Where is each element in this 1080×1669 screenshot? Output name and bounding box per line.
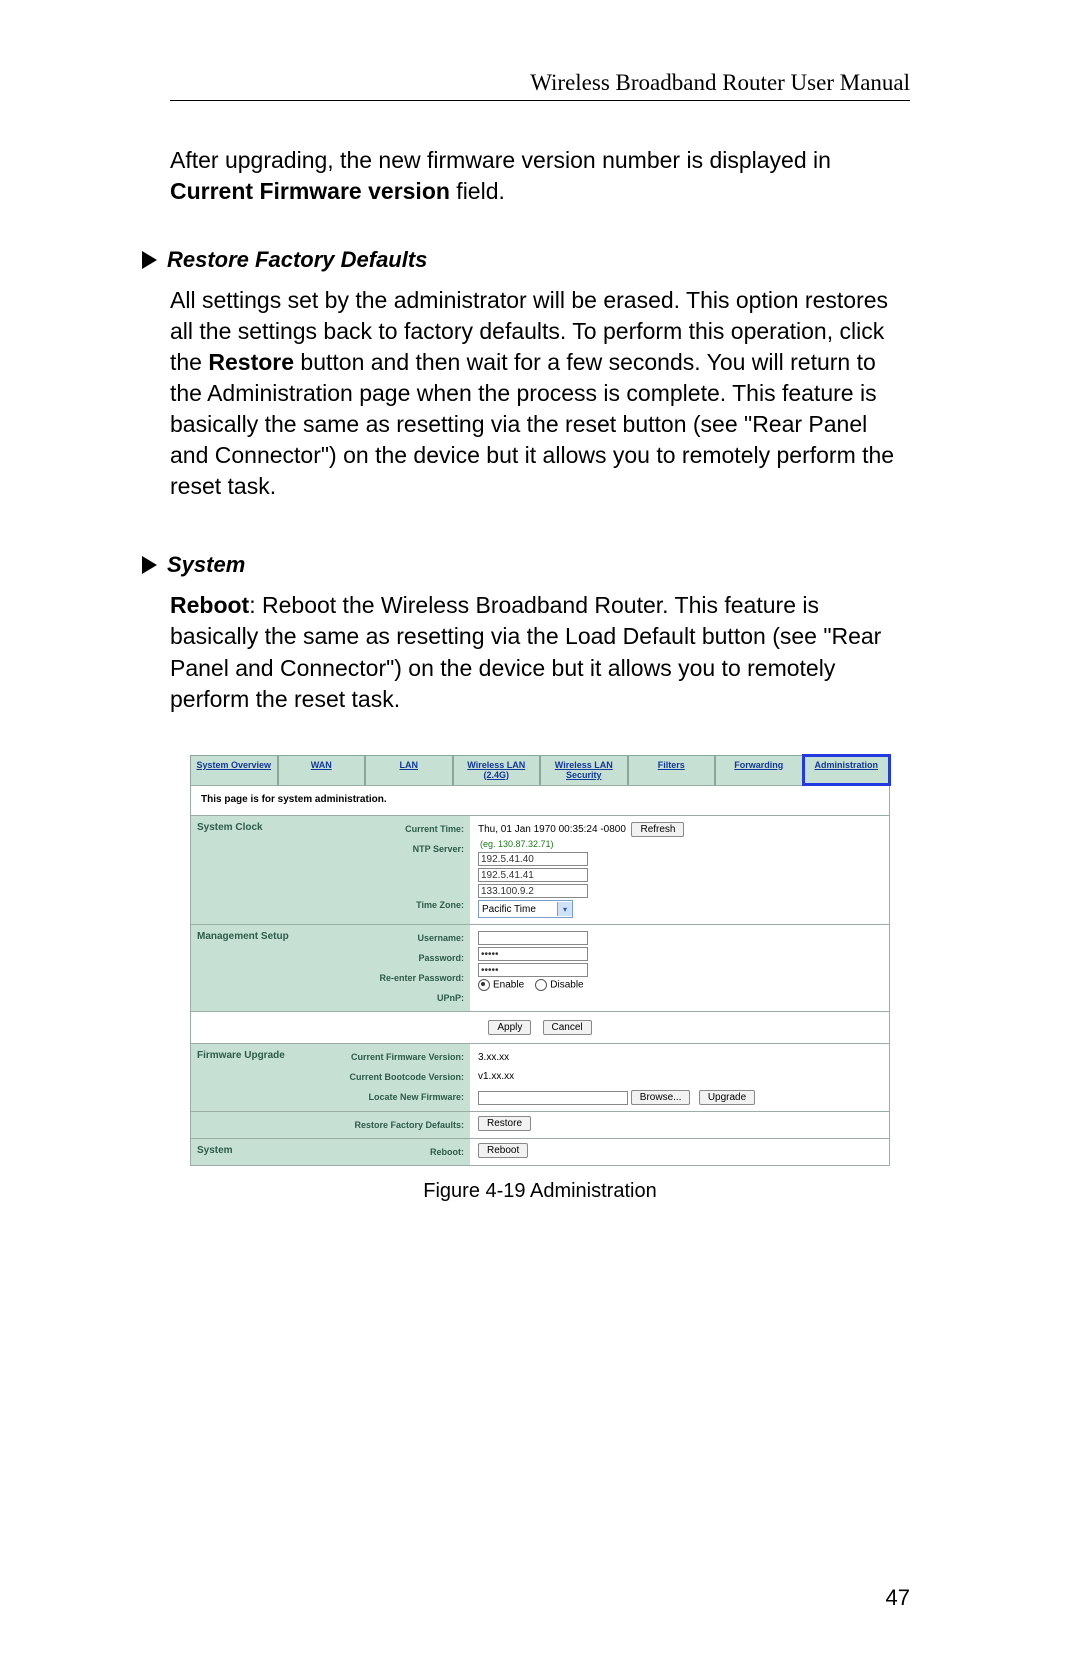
timezone-select[interactable]: Pacific Time ▾ [478, 900, 573, 918]
browse-button[interactable]: Browse... [631, 1090, 691, 1105]
repassword-input[interactable]: ••••• [478, 963, 588, 977]
firmware-path-input[interactable] [478, 1091, 628, 1105]
router-panel: This page is for system administration. … [190, 785, 890, 1166]
upnp-enable-label: Enable [493, 980, 524, 991]
cat-management: Management Setup [191, 925, 303, 1012]
lbl-current-time: Current Time: [309, 824, 464, 834]
reboot-button[interactable]: Reboot [478, 1143, 528, 1158]
cat-system-clock: System Clock [191, 816, 303, 925]
upgrade-button[interactable]: Upgrade [699, 1090, 755, 1105]
timezone-value: Pacific Time [482, 904, 536, 915]
ntp2-input[interactable]: 192.5.41.41 [478, 868, 588, 882]
cancel-button[interactable]: Cancel [543, 1020, 592, 1035]
ntp3-input[interactable]: 133.100.9.2 [478, 884, 588, 898]
lbl-upnp: UPnP: [309, 993, 464, 1003]
mgmt-controls: ••••• ••••• Enable Disable [470, 925, 889, 1012]
tab-system-overview[interactable]: System Overview [190, 755, 278, 786]
lbl-cfv: Current Firmware Version: [309, 1052, 464, 1062]
router-tabs: System Overview WAN LAN Wireless LAN (2.… [190, 755, 890, 786]
figure-caption: Figure 4-19 Administration [170, 1180, 910, 1203]
fw-controls: 3.xx.xx v1.xx.xx Browse... Upgrade [470, 1044, 889, 1112]
panel-note: This page is for system administration. [191, 786, 889, 815]
system-p-bold: Reboot [170, 592, 249, 618]
header-title: Wireless Broadband Router User Manual [170, 70, 910, 101]
mgmt-labels: Username: Password: Re-enter Password: U… [303, 925, 470, 1012]
triangle-icon [142, 556, 157, 574]
restore-heading: Restore Factory Defaults [142, 247, 910, 273]
upnp-disable-label: Disable [550, 980, 583, 991]
cbv-value: v1.xx.xx [478, 1071, 881, 1082]
lbl-locate: Locate New Firmware: [309, 1092, 464, 1102]
tab-lan[interactable]: LAN [365, 755, 453, 786]
reboot-controls: Reboot [470, 1139, 889, 1166]
lbl-repassword: Re-enter Password: [309, 973, 464, 983]
page-number: 47 [886, 1585, 910, 1611]
tab-wireless-lan-security[interactable]: Wireless LAN Security [540, 755, 628, 786]
ntp-hint: (eg. 130.87.32.71) [480, 839, 554, 849]
apply-button[interactable]: Apply [488, 1020, 531, 1035]
system-heading: System [142, 552, 910, 578]
cat-system: System [191, 1139, 303, 1166]
username-input[interactable] [478, 931, 588, 945]
tab-wireless-lan-24g[interactable]: Wireless LAN (2.4G) [453, 755, 541, 786]
chevron-down-icon: ▾ [557, 902, 572, 916]
page: Wireless Broadband Router User Manual Af… [0, 0, 1080, 1669]
intro-paragraph: After upgrading, the new firmware versio… [170, 145, 910, 207]
intro-text-1-end: field. [450, 178, 505, 204]
system-p: : Reboot the Wireless Broadband Router. … [170, 592, 881, 711]
intro-text-1: After upgrading, the new firmware versio… [170, 147, 831, 173]
clock-controls: Thu, 01 Jan 1970 00:35:24 -0800 Refresh … [470, 816, 889, 925]
upnp-disable-radio[interactable] [535, 979, 547, 991]
password-input[interactable]: ••••• [478, 947, 588, 961]
lbl-username: Username: [309, 933, 464, 943]
lbl-cbv: Current Bootcode Version: [309, 1072, 464, 1082]
admin-table: System Clock Current Time: NTP Server: T… [191, 815, 889, 1165]
restore-label-cell: Restore Factory Defaults: [303, 1112, 470, 1139]
apply-cancel-row: Apply Cancel [191, 1012, 889, 1044]
tab-forwarding[interactable]: Forwarding [715, 755, 803, 786]
fw-labels: Current Firmware Version: Current Bootco… [303, 1044, 470, 1112]
cfv-value: 3.xx.xx [478, 1052, 881, 1063]
upnp-enable-radio[interactable] [478, 979, 490, 991]
router-admin-screenshot: System Overview WAN LAN Wireless LAN (2.… [190, 755, 890, 1167]
lbl-restore: Restore Factory Defaults: [309, 1120, 464, 1130]
restore-heading-text: Restore Factory Defaults [167, 247, 427, 273]
restore-controls: Restore [470, 1112, 889, 1139]
restore-button[interactable]: Restore [478, 1116, 531, 1131]
lbl-tz: Time Zone: [309, 900, 464, 910]
reboot-label-cell: Reboot: [303, 1139, 470, 1166]
lbl-reboot: Reboot: [309, 1147, 464, 1157]
system-heading-text: System [167, 552, 245, 578]
clock-labels: Current Time: NTP Server: Time Zone: [303, 816, 470, 925]
restore-paragraph: All settings set by the administrator wi… [170, 285, 910, 502]
lbl-password: Password: [309, 953, 464, 963]
tab-administration[interactable]: Administration [803, 755, 891, 786]
tab-wan[interactable]: WAN [278, 755, 366, 786]
intro-bold-1: Current Firmware version [170, 178, 450, 204]
triangle-icon [142, 251, 157, 269]
refresh-button[interactable]: Refresh [631, 822, 684, 837]
cat-restore [191, 1112, 303, 1139]
restore-p1bold: Restore [208, 349, 294, 375]
tab-filters[interactable]: Filters [628, 755, 716, 786]
system-paragraph: Reboot: Reboot the Wireless Broadband Ro… [170, 590, 910, 714]
ntp1-input[interactable]: 192.5.41.40 [478, 852, 588, 866]
lbl-ntp: NTP Server: [309, 844, 464, 854]
cat-firmware: Firmware Upgrade [191, 1044, 303, 1112]
current-time-value: Thu, 01 Jan 1970 00:35:24 -0800 [478, 825, 626, 836]
